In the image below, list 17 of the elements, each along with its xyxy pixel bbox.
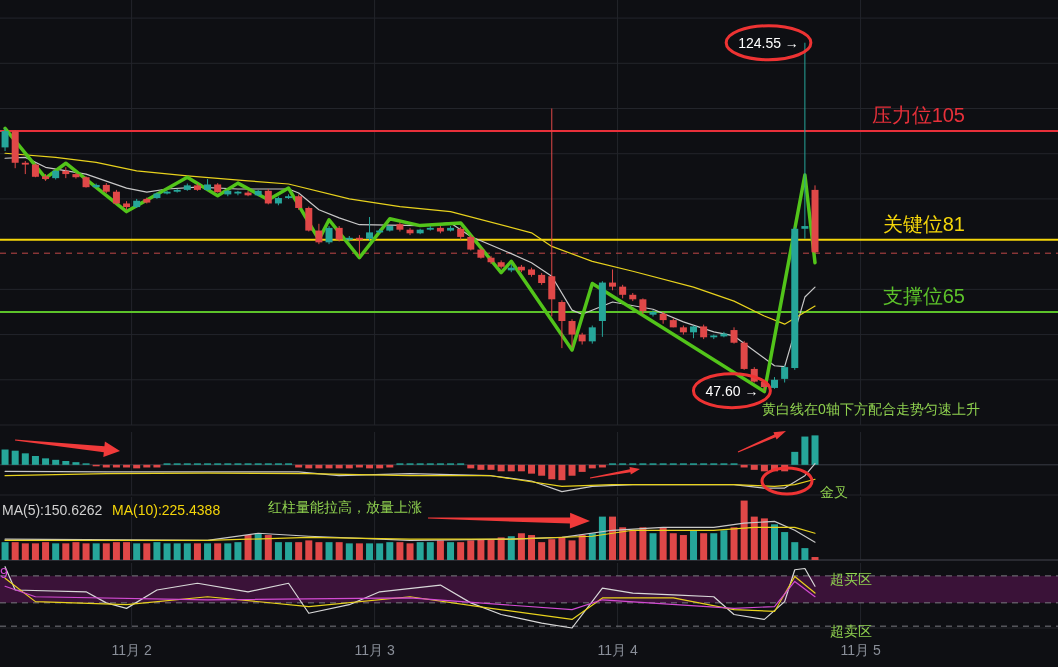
ref-line-label: 支撑位65 <box>882 284 965 307</box>
x-tick-label: 11月 5 <box>840 642 881 658</box>
ref-line-label: 关键位81 <box>882 212 965 235</box>
annotation: 金叉 <box>820 484 848 500</box>
x-tick-label: 11月 2 <box>111 642 152 658</box>
ref-line-label: 压力位105 <box>871 104 965 127</box>
annotation: 超卖区 <box>830 623 872 639</box>
annotation: 9 <box>0 565 8 581</box>
annotation: 超买区 <box>830 571 872 587</box>
x-tick-label: 11月 4 <box>597 642 638 658</box>
annotation: 黄白线在0轴下方配合走势匀速上升 <box>762 401 980 417</box>
annotation: MA(5):150.6262 <box>2 502 103 518</box>
annotation: 124.55 → <box>738 34 799 51</box>
x-tick-label: 11月 3 <box>354 642 395 658</box>
annotation: 红柱量能拉高，放量上涨 <box>268 499 422 515</box>
annotation: 47.60 → <box>705 382 759 399</box>
annotation: MA(10):225.4388 <box>112 502 221 518</box>
